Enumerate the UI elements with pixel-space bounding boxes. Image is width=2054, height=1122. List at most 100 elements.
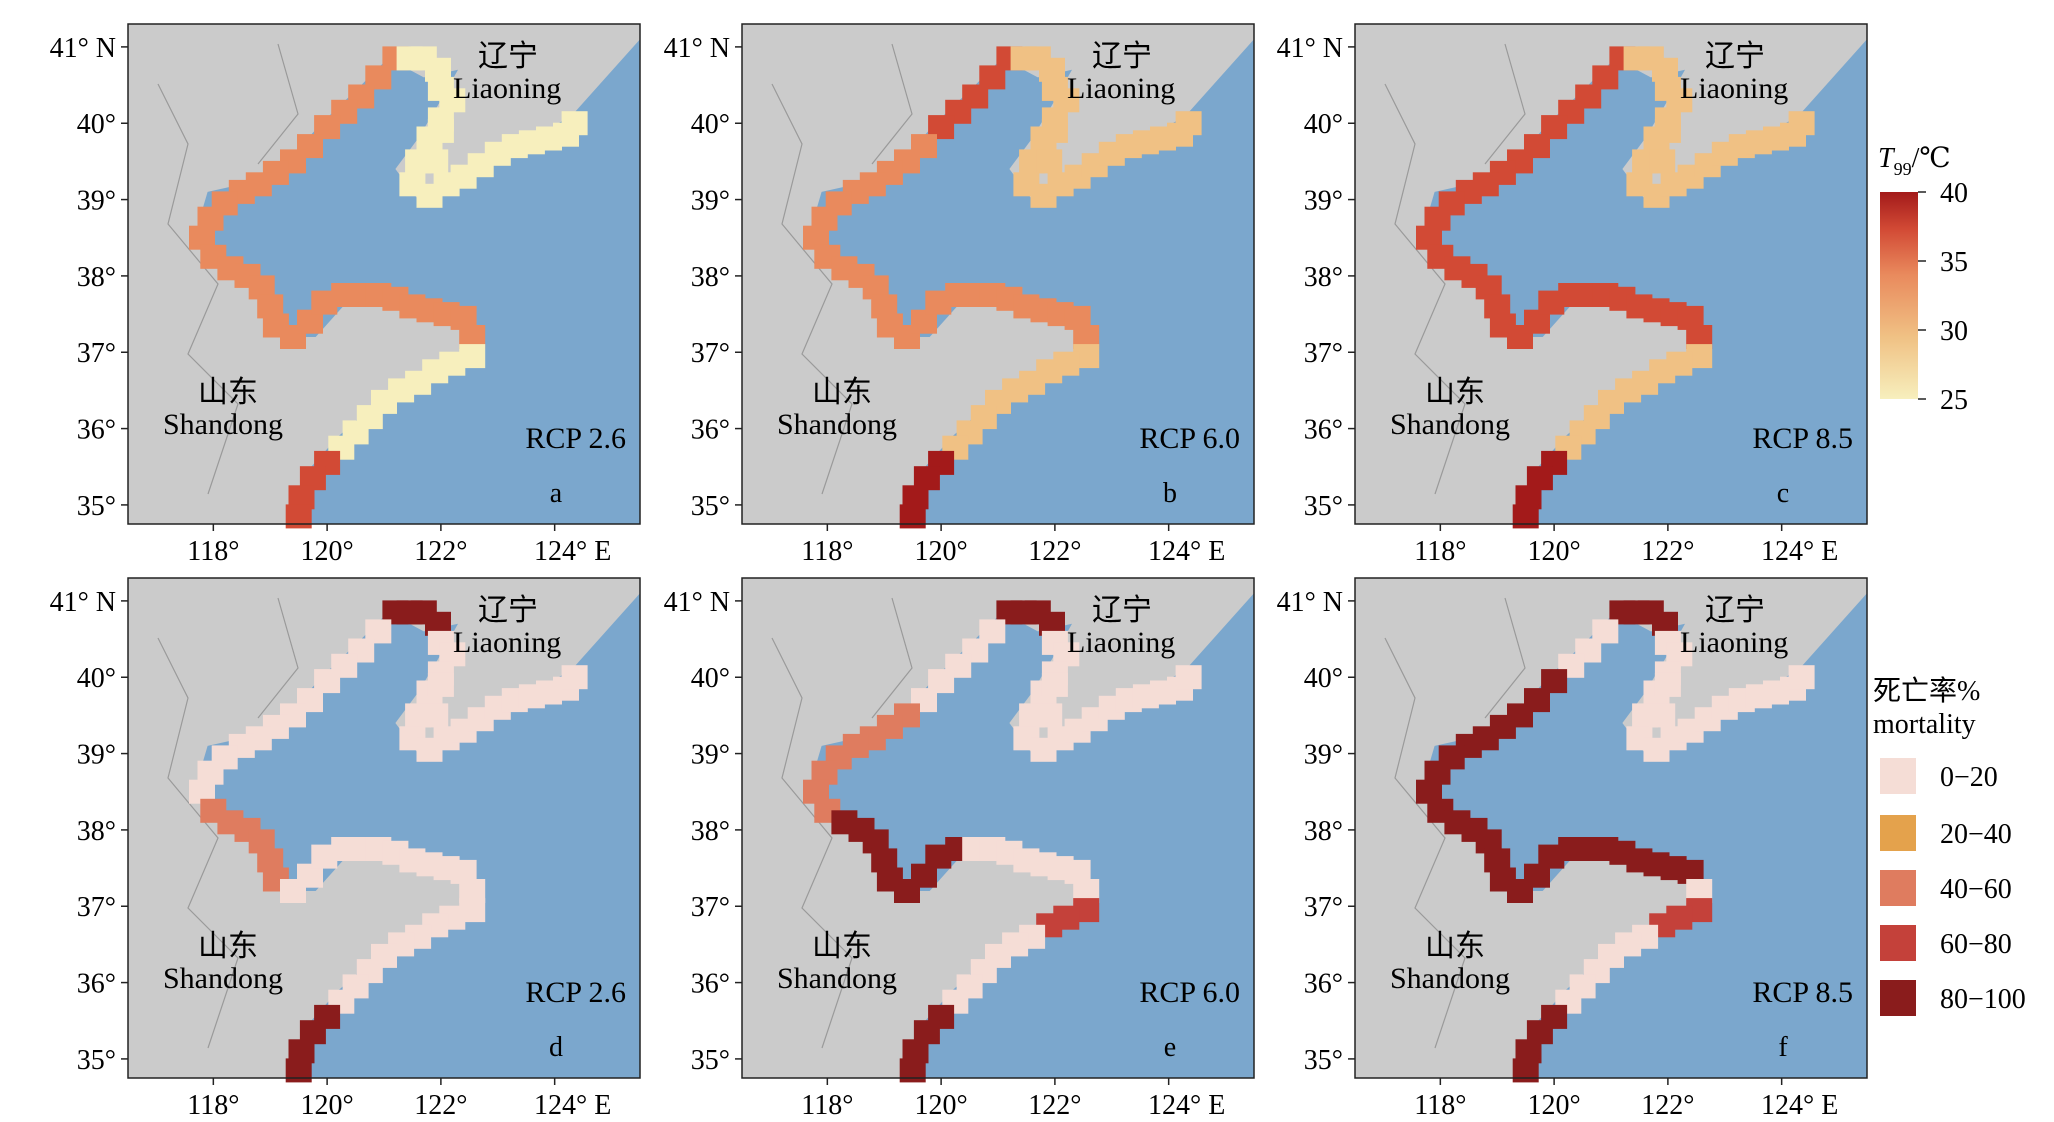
label-liaoning-cn: 辽宁: [478, 40, 538, 73]
lat-tick-label: 39°: [77, 740, 116, 771]
scenario-label: RCP 2.6: [525, 422, 626, 455]
mortality-legend-title-cn: 死亡率%: [1873, 675, 1980, 707]
grid-cell: [1526, 1020, 1553, 1045]
lon-tick-label: 122°: [414, 1090, 467, 1121]
grid-cells: [189, 46, 588, 529]
sea-area: [196, 593, 641, 1078]
mortality-legend: 死亡率% mortality 0−20 20−40 40−60 60−80 80−100: [1873, 675, 2026, 1016]
panel-letter: f: [1778, 1032, 1788, 1063]
lon-tick-label: 120°: [1528, 536, 1581, 567]
lat-tick-label: 41° N: [1277, 587, 1343, 618]
panel-frame: [1354, 577, 1868, 1079]
lat-tick-label: 38°: [1304, 262, 1343, 293]
lat-tick-label: 37°: [1304, 892, 1343, 923]
grid-cell: [422, 703, 449, 728]
grid-cell: [1654, 118, 1681, 143]
label-shandong-cn: 山东: [198, 376, 258, 409]
grid-cell: [1512, 504, 1539, 529]
mortality-class-label: 0−20: [1940, 762, 1998, 793]
label-shandong-en: Shandong: [1390, 962, 1510, 995]
scenario-label: RCP 6.0: [1139, 422, 1240, 455]
lat-tick-label: 37°: [77, 892, 116, 923]
lat-tick-label: 41° N: [664, 33, 730, 64]
label-liaoning-cn: 辽宁: [1705, 594, 1765, 627]
label-shandong-en: Shandong: [777, 408, 897, 441]
lat-tick-label: 41° N: [50, 33, 116, 64]
grid-cell: [1649, 149, 1676, 174]
lon-tick-label: 120°: [301, 536, 354, 567]
grid-cells: [803, 46, 1202, 529]
mortality-swatch: [1880, 870, 1916, 906]
lon-tick-label: 120°: [915, 536, 968, 567]
lat-tick-label: 36°: [1304, 415, 1343, 446]
mortality-class-label: 20−40: [1940, 819, 2012, 850]
lat-tick-label: 37°: [77, 338, 116, 369]
label-liaoning-cn: 辽宁: [1705, 40, 1765, 73]
lon-tick-label: 122°: [1641, 536, 1694, 567]
grid-cell: [427, 118, 454, 143]
lon-tick-label: 122°: [1028, 536, 1081, 567]
lat-tick-label: 38°: [1304, 816, 1343, 847]
lat-tick-label: 39°: [1304, 186, 1343, 217]
grid-cell: [1041, 118, 1068, 143]
grid-cell: [899, 504, 926, 529]
lat-tick-label: 41° N: [664, 587, 730, 618]
grid-cell: [1788, 111, 1815, 136]
grid-cell: [427, 672, 454, 697]
label-shandong-cn: 山东: [1425, 376, 1485, 409]
grid-cell: [1036, 149, 1063, 174]
grid-cell: [422, 149, 449, 174]
lat-tick-label: 38°: [691, 816, 730, 847]
lat-tick-label: 40°: [1304, 663, 1343, 694]
lat-tick-label: 35°: [77, 1045, 116, 1076]
lon-tick-label: 120°: [915, 1090, 968, 1121]
grid-cell: [913, 1020, 940, 1045]
grid-cell: [299, 1020, 326, 1045]
label-liaoning-en: Liaoning: [1680, 626, 1788, 659]
grid-cells: [1416, 600, 1815, 1083]
label-liaoning-en: Liaoning: [453, 626, 561, 659]
label-liaoning-en: Liaoning: [1067, 626, 1175, 659]
label-liaoning-cn: 辽宁: [1092, 594, 1152, 627]
lat-tick-label: 35°: [1304, 491, 1343, 522]
sea-area: [810, 39, 1254, 525]
mortality-swatch: [1880, 980, 1916, 1016]
scenario-label: RCP 8.5: [1752, 976, 1853, 1009]
lat-tick-label: 40°: [691, 109, 730, 140]
mortality-swatch: [1880, 758, 1916, 794]
label-shandong-en: Shandong: [777, 962, 897, 995]
label-liaoning-en: Liaoning: [453, 72, 561, 105]
grid-cell: [1649, 703, 1676, 728]
scenario-label: RCP 6.0: [1139, 976, 1240, 1009]
sea-area: [1423, 593, 1867, 1078]
lat-tick-label: 36°: [1304, 969, 1343, 1000]
grid-cell: [285, 1058, 312, 1083]
label-shandong-cn: 山东: [198, 930, 258, 963]
lon-tick-label: 124° E: [534, 1090, 611, 1121]
lat-tick-label: 40°: [77, 663, 116, 694]
scenario-label: RCP 2.6: [525, 976, 626, 1009]
lat-tick-label: 37°: [691, 892, 730, 923]
label-shandong-en: Shandong: [1390, 408, 1510, 441]
grid-cells: [1416, 46, 1815, 529]
lat-tick-label: 40°: [691, 663, 730, 694]
panel-letter: a: [550, 478, 563, 509]
lat-tick-label: 36°: [77, 415, 116, 446]
grid-cell: [899, 1058, 926, 1083]
lat-tick-label: 38°: [77, 262, 116, 293]
panel-frame: [127, 23, 641, 525]
temperature-legend-title: T99/℃: [1878, 143, 1951, 179]
lon-tick-label: 118°: [187, 536, 239, 567]
mortality-legend-title-en: mortality: [1873, 709, 1976, 740]
lat-tick-label: 39°: [691, 740, 730, 771]
grid-cell: [1512, 1058, 1539, 1083]
mortality-class-label: 60−80: [1940, 929, 2012, 960]
lat-tick-label: 37°: [691, 338, 730, 369]
lat-tick-label: 37°: [1304, 338, 1343, 369]
label-liaoning-en: Liaoning: [1067, 72, 1175, 105]
label-shandong-cn: 山东: [812, 376, 872, 409]
lon-tick-label: 118°: [801, 1090, 853, 1121]
